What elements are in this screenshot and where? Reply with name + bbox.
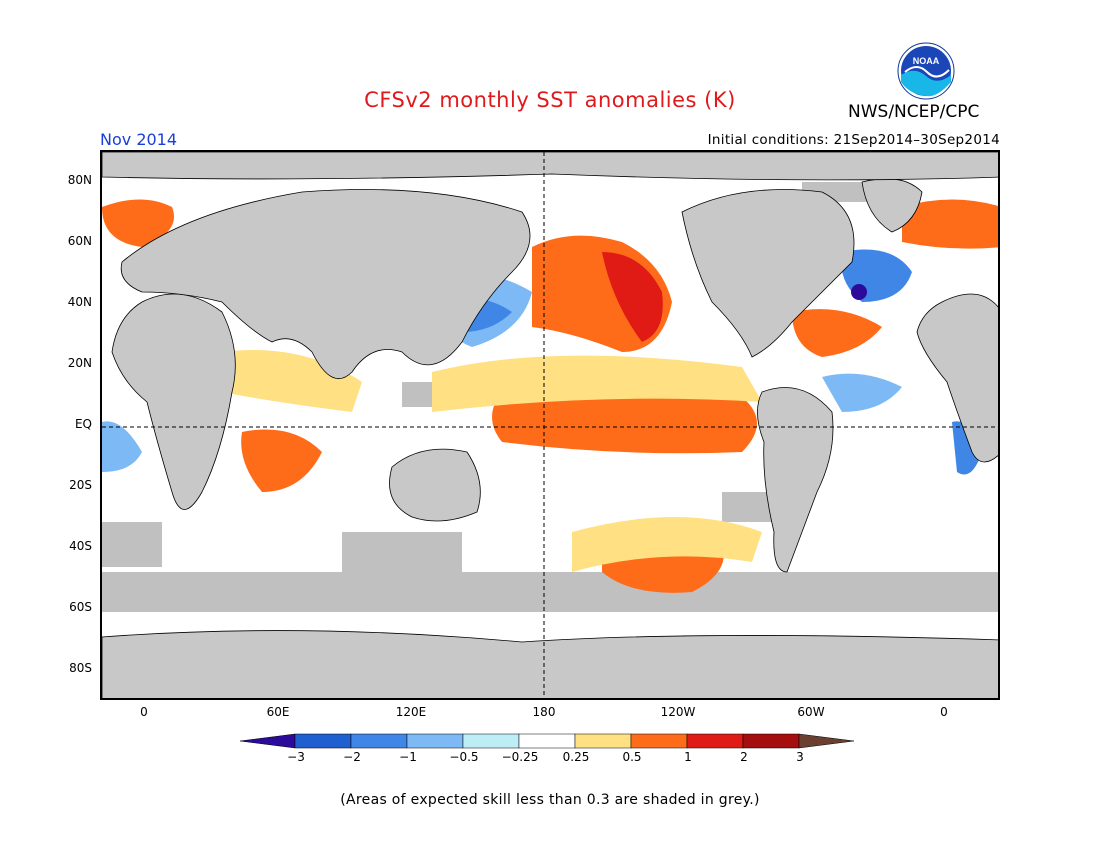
lat-label-60n: 60N <box>67 234 92 248</box>
colorbar-tick-label: −3 <box>287 750 305 764</box>
colorbar-segment <box>462 733 520 749</box>
lon-label-60w: 60W <box>797 705 825 719</box>
lat-label-80s: 80S <box>69 661 92 675</box>
logo-text: NOAA <box>913 56 940 66</box>
low-skill-grey-areas <box>102 182 998 612</box>
colorbar-tick-label: −0.25 <box>501 750 539 764</box>
colorbar-segment <box>406 733 464 749</box>
lat-label-40n: 40N <box>67 295 92 309</box>
lon-label-180: 180 <box>532 705 556 719</box>
chart-title: CFSv2 monthly SST anomalies (K) <box>364 88 736 112</box>
lon-label-0-west: 0 <box>140 705 148 719</box>
lat-label-80n: 80N <box>67 173 92 187</box>
lon-label-120e: 120E <box>395 705 427 719</box>
colorbar-arrow-high <box>798 733 855 749</box>
sst-anomaly-map <box>100 150 1000 700</box>
colorbar-tick-label: 3 <box>796 750 804 764</box>
initial-conditions: Initial conditions: 21Sep2014–30Sep2014 <box>707 132 1000 148</box>
lon-label-120w: 120W <box>660 705 696 719</box>
land-masses <box>102 152 998 698</box>
lat-label-60s: 60S <box>69 600 92 614</box>
map-canvas <box>102 152 998 698</box>
colorbar-segment <box>350 733 408 749</box>
colorbar-segment <box>630 733 688 749</box>
colorbar-tick-label: −1 <box>399 750 417 764</box>
colorbar-segment <box>742 733 800 749</box>
colorbar-segment <box>686 733 744 749</box>
colorbar-segment <box>294 733 352 749</box>
forecast-month: Nov 2014 <box>100 130 178 149</box>
colorbar-tick-label: 0.5 <box>622 750 642 764</box>
colorbar-segment <box>518 733 576 749</box>
colorbar-arrow-low <box>240 733 296 749</box>
lat-label-20n: 20N <box>67 356 92 370</box>
lon-label-0-east: 0 <box>940 705 948 719</box>
noaa-logo: NOAA <box>897 42 955 100</box>
lat-label-20s: 20S <box>69 478 92 492</box>
colorbar-tick-label: −0.5 <box>449 750 479 764</box>
colorbar-tick-label: 0.25 <box>562 750 590 764</box>
lon-label-60e: 60E <box>266 705 290 719</box>
colorbar-tick-label: 2 <box>740 750 748 764</box>
colorbar <box>240 733 855 749</box>
colorbar-segment <box>574 733 632 749</box>
lat-label-eq: EQ <box>74 417 92 431</box>
colorbar-tick-label: −2 <box>343 750 361 764</box>
colorbar-tick-label: 1 <box>684 750 692 764</box>
lat-label-40s: 40S <box>69 539 92 553</box>
organization-label: NWS/NCEP/CPC <box>848 102 980 122</box>
skill-footnote: (Areas of expected skill less than 0.3 a… <box>340 792 760 808</box>
